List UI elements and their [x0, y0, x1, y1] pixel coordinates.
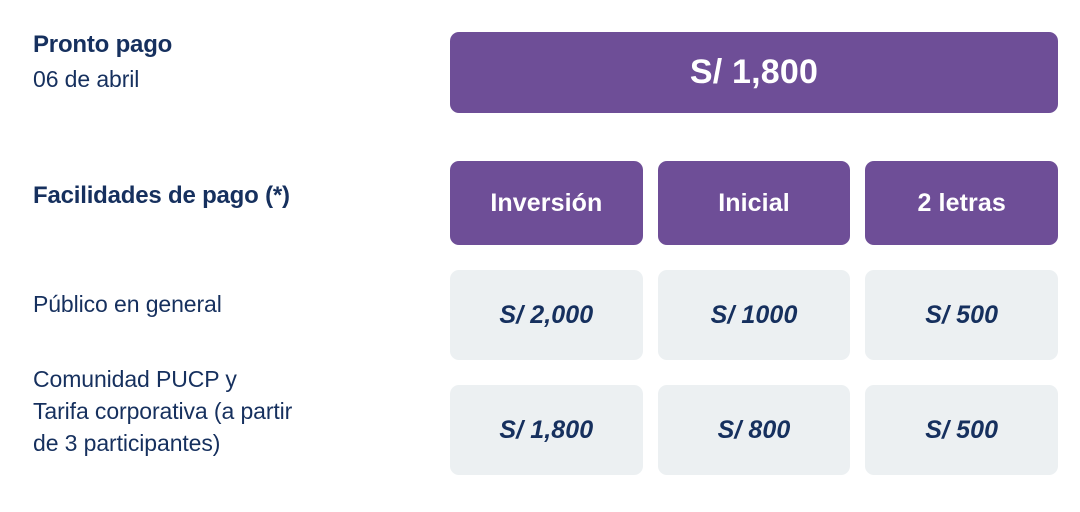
price-value: S/ 2,000 [499, 300, 594, 329]
grid-data-row: S/ 1,800 S/ 800 S/ 500 [450, 385, 1059, 475]
price-cell-publico-inversion: S/ 2,000 [450, 270, 643, 360]
row-label-line: Tarifa corporativa (a partir [33, 398, 293, 424]
price-cell-publico-inicial: S/ 1000 [657, 270, 851, 360]
column-header-inicial: Inicial [657, 161, 851, 245]
price-cell-publico-2-letras: S/ 500 [865, 270, 1059, 360]
price-cell-pucp-2-letras: S/ 500 [865, 385, 1059, 475]
price-value: S/ 1000 [710, 300, 798, 329]
price-value: S/ 800 [717, 415, 791, 444]
row-label-line: Comunidad PUCP y [33, 366, 237, 392]
facilities-label-block: Facilidades de pago (*) [33, 181, 433, 211]
price-value: S/ 500 [925, 415, 999, 444]
early-payment-title: Pronto pago [33, 31, 173, 58]
column-header-inversion: Inversión [450, 161, 643, 245]
price-value: S/ 1,800 [499, 415, 594, 444]
column-header-2-letras: 2 letras [865, 161, 1059, 245]
row-label-line: Público en general [33, 291, 222, 317]
row-label-publico-en-general: Público en general [33, 288, 433, 320]
grid-header-row: Inversión Inicial 2 letras [450, 161, 1059, 245]
price-cell-pucp-inversion: S/ 1,800 [450, 385, 643, 475]
early-payment-amount-banner: S/ 1,800 [450, 32, 1058, 113]
early-payment-label-block: Pronto pago 06 de abril [33, 30, 433, 95]
early-payment-date: 06 de abril [33, 66, 140, 92]
payment-options-grid: Inversión Inicial 2 letras S/ 2,000 S/ 1… [450, 161, 1059, 475]
price-cell-pucp-inicial: S/ 800 [657, 385, 851, 475]
row-label-line: de 3 participantes) [33, 430, 221, 456]
grid-data-row: S/ 2,000 S/ 1000 S/ 500 [450, 270, 1059, 360]
price-value: S/ 500 [925, 300, 999, 329]
column-header-label: Inicial [718, 188, 790, 217]
row-label-comunidad-pucp: Comunidad PUCP y Tarifa corporativa (a p… [33, 363, 433, 459]
column-header-label: Inversión [490, 188, 603, 217]
column-header-label: 2 letras [917, 188, 1006, 217]
early-payment-amount: S/ 1,800 [689, 53, 819, 91]
facilities-title: Facilidades de pago (*) [33, 182, 290, 209]
